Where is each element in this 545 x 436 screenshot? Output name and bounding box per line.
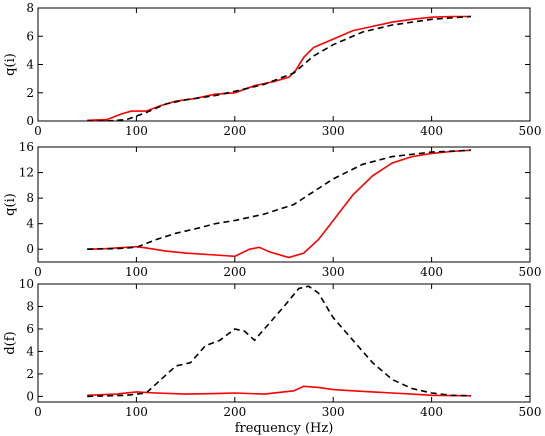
x-tick-label: 300	[322, 405, 345, 419]
y-tick-label: 8	[26, 299, 34, 313]
x-tick-label: 200	[223, 124, 246, 138]
chart-panel-2: 0 100 200 300 400 500 0 4 8 12 16 q(i)	[3, 140, 541, 279]
x-tick-label: 400	[420, 405, 443, 419]
x-tick-label: 100	[125, 124, 148, 138]
y-tick-label: 2	[26, 86, 34, 100]
x-tick-label: 400	[420, 265, 443, 279]
plot-frame	[37, 146, 531, 263]
x-tick-label: 500	[519, 405, 542, 419]
y-axis-title: q(i)	[3, 53, 18, 76]
x-tick-label: 300	[322, 124, 345, 138]
x-tick-label: 500	[519, 124, 542, 138]
y-tick-label: 16	[19, 140, 34, 154]
x-tick-label: 400	[420, 124, 443, 138]
plot-frame	[37, 283, 531, 403]
x-axis-title: frequency (Hz)	[235, 421, 334, 436]
y-tick-label: 0	[26, 389, 34, 403]
chart-panel-3: 0 100 200 300 400 500 0 2 4 6 8 10 d(f) frequency (Hz…	[3, 277, 541, 436]
y-tick-label: 8	[26, 191, 34, 205]
solid-series-line	[87, 385, 472, 397]
solid-series-line	[87, 149, 472, 259]
x-tick-label: 0	[34, 405, 42, 419]
x-tick-label: 500	[519, 265, 542, 279]
y-tick-label: 2	[26, 367, 34, 381]
dashed-series-line	[87, 285, 472, 398]
y-tick-label: 4	[26, 217, 34, 231]
x-tick-label: 100	[125, 265, 148, 279]
plot-frame	[37, 7, 531, 122]
y-tick-label: 4	[26, 344, 34, 358]
y-tick-label: 6	[26, 322, 34, 336]
x-tick-label: 200	[223, 405, 246, 419]
y-tick-label: 10	[19, 277, 34, 291]
chart-panel-1: 0 100 200 300 400 500 0 2 4 6 8 q(i)	[3, 1, 541, 138]
x-tick-label: 100	[125, 405, 148, 419]
x-tick-label: 200	[223, 265, 246, 279]
x-tick-label: 0	[34, 265, 42, 279]
x-tick-label: 300	[322, 265, 345, 279]
dashed-series-line	[87, 149, 472, 250]
solid-series-line	[87, 15, 471, 121]
y-tick-label: 4	[26, 58, 34, 72]
dashed-series-line	[87, 15, 472, 121]
y-axis-title: d(f)	[3, 331, 18, 354]
y-tick-label: 0	[26, 114, 34, 128]
y-axis-title: q(i)	[3, 193, 18, 216]
y-tick-label: 12	[19, 166, 34, 180]
y-tick-label: 8	[26, 1, 34, 15]
x-tick-label: 0	[34, 124, 42, 138]
y-tick-label: 0	[26, 242, 34, 256]
y-tick-label: 6	[26, 29, 34, 43]
